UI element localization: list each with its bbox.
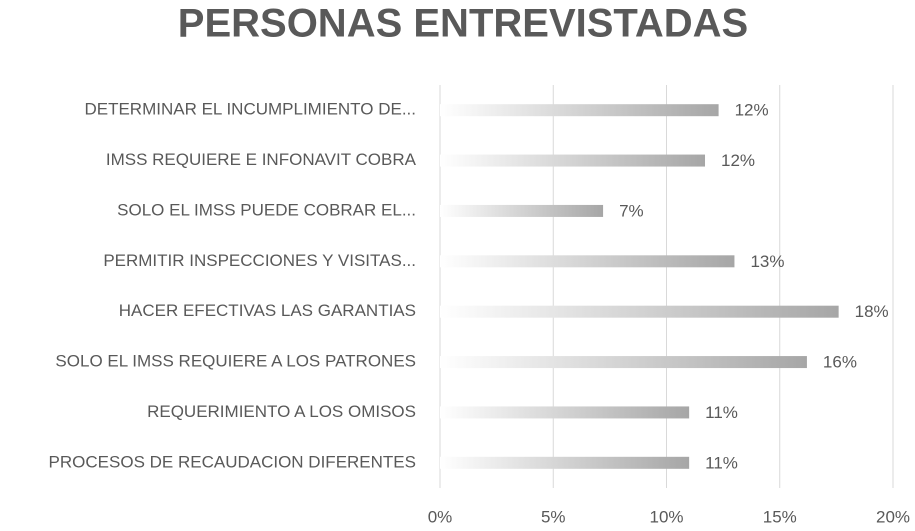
data-label: 11% — [705, 453, 738, 472]
y-tick-label: SOLO EL IMSS REQUIERE A LOS PATRONES — [55, 352, 416, 371]
bar — [440, 305, 839, 318]
y-tick-label: PERMITIR INSPECCIONES Y VISITAS... — [103, 251, 416, 270]
x-tick-label: 10% — [649, 507, 683, 526]
data-label: 12% — [721, 151, 755, 170]
y-tick-label: SOLO EL IMSS PUEDE COBRAR EL... — [117, 200, 416, 219]
bar — [440, 104, 719, 117]
y-tick-label: PROCESOS DE RECAUDACION DIFERENTES — [49, 452, 416, 471]
x-tick-label: 5% — [541, 507, 566, 526]
bar — [440, 406, 690, 419]
x-tick-label: 0% — [428, 507, 453, 526]
x-tick-label: 15% — [763, 507, 797, 526]
bar — [440, 456, 690, 469]
data-label: 16% — [823, 353, 857, 372]
x-tick-label: 20% — [876, 507, 910, 526]
data-label: 11% — [705, 403, 738, 422]
data-label: 13% — [750, 252, 784, 271]
bar — [440, 356, 807, 369]
data-label: 18% — [855, 302, 889, 321]
y-tick-label: HACER EFECTIVAS LAS GARANTIAS — [119, 301, 416, 320]
bar — [440, 255, 735, 268]
chart-title: PERSONAS ENTREVISTADAS — [178, 2, 748, 46]
data-label: 12% — [735, 101, 769, 120]
y-tick-label: IMSS REQUIERE E INFONAVIT COBRA — [106, 150, 417, 169]
y-tick-label: REQUERIMIENTO A LOS OMISOS — [147, 402, 416, 421]
bar — [440, 154, 706, 167]
bar — [440, 204, 604, 217]
y-tick-label: DETERMINAR EL INCUMPLIMIENTO DE... — [84, 100, 416, 119]
data-label: 7% — [619, 201, 644, 220]
